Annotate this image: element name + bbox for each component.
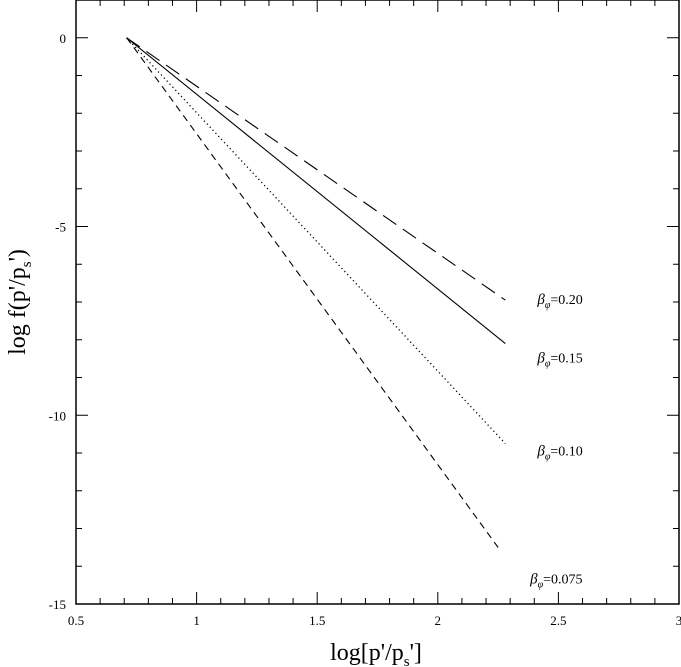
x-axis-title-sub: s: [404, 654, 410, 667]
y-axis-title-tail: '): [5, 249, 31, 261]
y-tick-label: -15: [49, 597, 66, 612]
x-tick-label: 1: [193, 613, 200, 628]
x-tick-label: 0.5: [68, 613, 84, 628]
y-tick-label: -10: [49, 408, 66, 423]
series-line-1: [126, 37, 506, 344]
x-tick-label: 2: [435, 613, 442, 628]
y-tick-label: -5: [55, 220, 66, 235]
y-tick-label: 0: [60, 31, 67, 46]
x-tick-label: 3: [676, 613, 681, 628]
y-tick-labels: 0 -5 -10 -15: [49, 31, 66, 612]
series-label-3: βφ=0.075: [529, 571, 582, 590]
x-axis-title-main: log[p'/p: [330, 640, 404, 666]
y-axis-title: log f(p'/ps'): [5, 249, 35, 355]
series-line-3: [126, 37, 499, 548]
axis-ticks: [75, 0, 680, 605]
x-tick-label: 2.5: [550, 613, 566, 628]
plot-frame: [75, 0, 680, 605]
series-line-0: [126, 37, 506, 301]
y-axis-title-sub: s: [19, 261, 35, 267]
x-axis-title-tail: ']: [410, 640, 422, 666]
series-label-0: βφ=0.20: [536, 292, 582, 311]
series-label-2: βφ=0.10: [536, 444, 582, 463]
series-annotations: βφ=0.20 βφ=0.15 βφ=0.10 βφ=0.075: [529, 292, 583, 590]
x-axis-title: log[p'/ps']: [330, 640, 422, 667]
x-tick-labels: 0.5 1 1.5 2 2.5 3: [68, 613, 681, 628]
y-axis-title-main: log f(p'/p: [5, 267, 31, 355]
series-lines: [126, 37, 506, 548]
series-line-2: [126, 37, 506, 445]
series-label-1: βφ=0.15: [536, 351, 582, 370]
x-tick-label: 1.5: [309, 613, 325, 628]
